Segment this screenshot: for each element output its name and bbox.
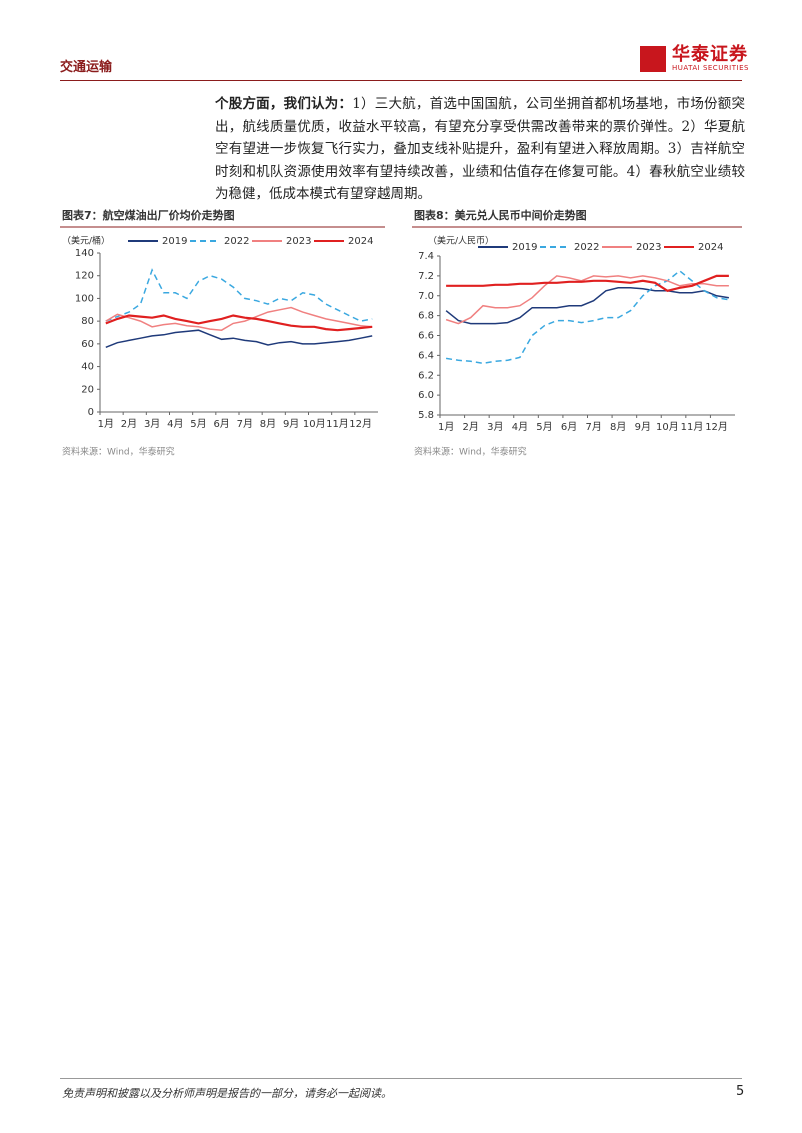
x-tick-label: 1月 — [438, 421, 454, 433]
legend-label: 2023 — [636, 242, 661, 253]
y-tick-label: 7.4 — [418, 251, 434, 262]
source: 资料来源：Wind，华泰研究 — [62, 446, 175, 458]
x-tick-label: 4月 — [167, 418, 183, 430]
page-number: 5 — [736, 1084, 745, 1099]
x-tick-label: 4月 — [512, 421, 528, 433]
x-tick-label: 3月 — [487, 421, 503, 433]
y-tick-label: 5.8 — [418, 410, 434, 421]
y-axis-unit: （美元/桶） — [62, 235, 110, 247]
legend-label: 2024 — [348, 236, 373, 247]
logo-text: 华泰证券 HUATAI SECURITIES — [672, 44, 749, 73]
chart-title: 图表7：航空煤油出厂价均价走势图 — [62, 208, 235, 222]
legend-label: 2022 — [224, 236, 249, 247]
x-tick-label: 12月 — [349, 418, 372, 430]
section-name: 交通运输 — [60, 60, 113, 75]
legend-label: 2019 — [512, 242, 537, 253]
x-tick-label: 10月 — [303, 418, 326, 430]
series-line — [105, 329, 373, 348]
body-text: 1）三大航，首选中国国航，公司坐拥首都机场基地，市场份额突出，航线质量优质，收益… — [215, 96, 746, 202]
y-axis-unit: （美元/人民币） — [428, 235, 494, 247]
y-tick-label: 40 — [81, 362, 94, 373]
x-tick-label: 2月 — [121, 418, 137, 430]
series-line — [445, 269, 730, 365]
y-tick-label: 140 — [75, 248, 94, 259]
x-tick-label: 7月 — [585, 421, 601, 433]
logo: 华泰证券 HUATAI SECURITIES — [640, 46, 749, 72]
logo-en: HUATAI SECURITIES — [672, 64, 749, 72]
disclaimer: 免责声明和披露以及分析师声明是报告的一部分，请务必一起阅读。 — [62, 1087, 392, 1100]
lead: 个股方面，我们认为： — [215, 96, 353, 112]
x-tick-label: 10月 — [656, 421, 679, 433]
x-tick-label: 5月 — [536, 421, 552, 433]
logo-icon — [640, 46, 666, 72]
chart-title: 图表8：美元兑人民币中间价走势图 — [414, 208, 587, 222]
footer-rule — [60, 1078, 742, 1079]
paragraph: 个股方面，我们认为：1）三大航，首选中国国航，公司坐拥首都机场基地，市场份额突出… — [215, 93, 745, 206]
legend-label: 2023 — [286, 236, 311, 247]
legend-label: 2019 — [162, 236, 187, 247]
y-tick-label: 7.0 — [418, 291, 434, 302]
x-tick-label: 9月 — [635, 421, 651, 433]
legend-label: 2024 — [698, 242, 723, 253]
y-tick-label: 7.2 — [418, 271, 434, 282]
y-tick-label: 0 — [88, 407, 94, 418]
x-tick-label: 8月 — [610, 421, 626, 433]
series-line — [445, 275, 729, 325]
y-tick-label: 20 — [81, 384, 94, 395]
x-tick-label: 5月 — [190, 418, 206, 430]
series-line — [446, 274, 729, 292]
series-line — [105, 314, 373, 332]
x-tick-label: 11月 — [681, 421, 704, 433]
y-tick-label: 60 — [81, 339, 94, 350]
x-tick-label: 8月 — [260, 418, 276, 430]
x-tick-label: 6月 — [213, 418, 229, 430]
y-tick-label: 6.6 — [418, 331, 434, 342]
series-line — [105, 306, 373, 331]
legend-label: 2022 — [574, 242, 599, 253]
x-tick-label: 7月 — [237, 418, 253, 430]
y-tick-label: 6.0 — [418, 390, 434, 401]
y-tick-label: 100 — [75, 293, 94, 304]
x-tick-label: 9月 — [283, 418, 299, 430]
x-tick-label: 12月 — [705, 421, 728, 433]
logo-cn: 华泰证券 — [672, 44, 748, 65]
x-tick-label: 1月 — [98, 418, 114, 430]
y-tick-label: 6.4 — [418, 350, 434, 361]
y-tick-label: 120 — [75, 271, 94, 282]
x-tick-label: 6月 — [561, 421, 577, 433]
series-line — [445, 287, 730, 325]
y-tick-label: 6.2 — [418, 370, 434, 381]
y-tick-label: 6.8 — [418, 311, 434, 322]
x-tick-label: 3月 — [144, 418, 160, 430]
x-tick-label: 11月 — [326, 418, 349, 430]
x-tick-label: 2月 — [463, 421, 479, 433]
header-rule — [60, 80, 742, 81]
source: 资料来源：Wind，华泰研究 — [414, 446, 527, 458]
y-tick-label: 80 — [81, 316, 94, 327]
series-line — [105, 268, 373, 322]
